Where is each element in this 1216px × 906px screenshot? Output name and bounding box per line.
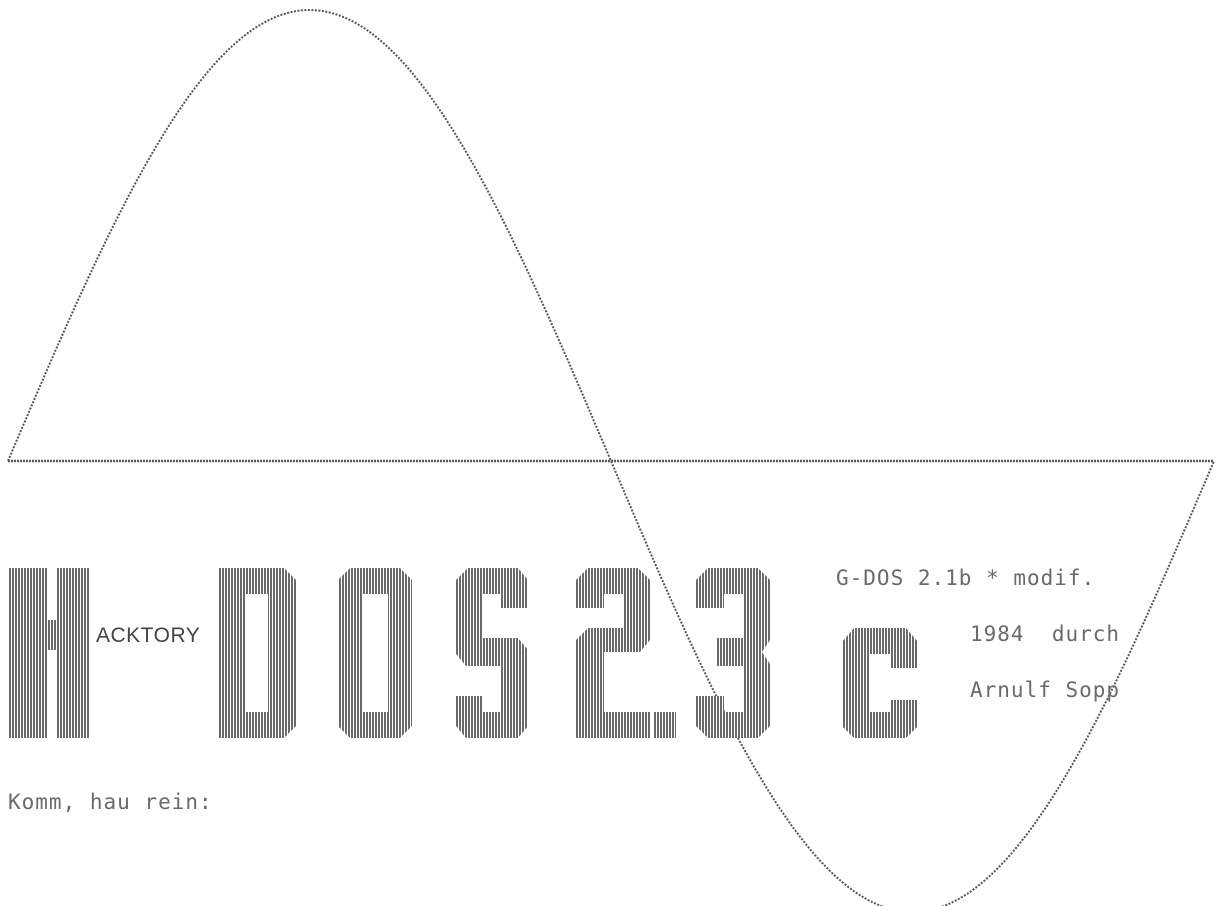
letter-c bbox=[842, 628, 918, 738]
credit-line-2: 1984 durch bbox=[970, 622, 1121, 646]
letter-o bbox=[338, 568, 412, 738]
letter-d bbox=[218, 568, 296, 738]
credit-line-1: G-DOS 2.1b * modif. bbox=[836, 566, 1096, 590]
big-logo bbox=[8, 568, 918, 738]
decimal-point bbox=[654, 712, 676, 738]
command-prompt[interactable]: Komm, hau rein: bbox=[8, 790, 213, 814]
digit-2 bbox=[576, 568, 650, 738]
letter-s bbox=[456, 568, 528, 738]
digit-3 bbox=[696, 568, 770, 738]
credit-line-3: Arnulf Sopp bbox=[970, 678, 1121, 702]
acktory-label: ACKTORY bbox=[96, 624, 201, 647]
sine-wave bbox=[7, 8, 1215, 906]
letter-h bbox=[8, 568, 90, 738]
